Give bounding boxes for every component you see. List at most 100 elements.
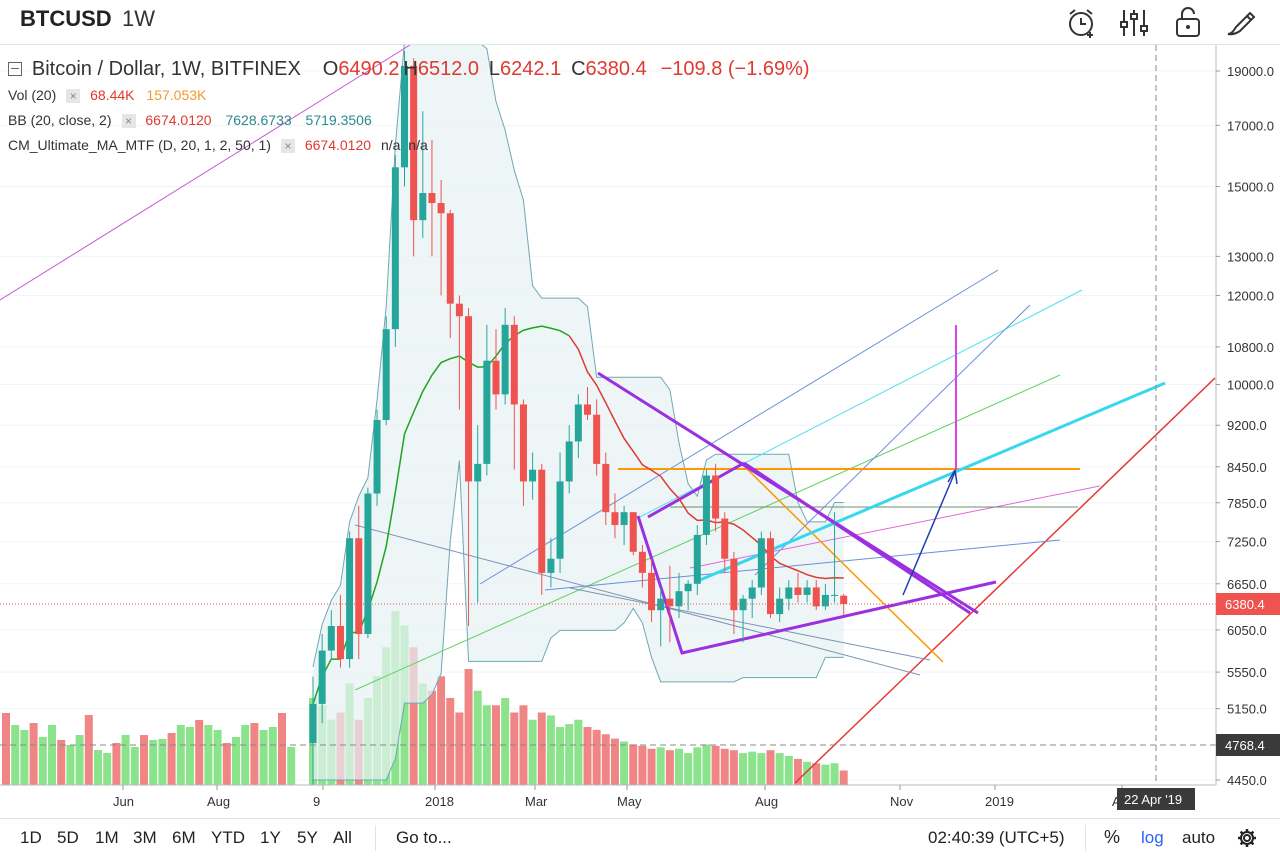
volume-bar (665, 750, 674, 785)
interval-selector[interactable]: 1W (122, 6, 155, 31)
candles (309, 50, 848, 786)
log-scale-toggle[interactable]: log (1141, 828, 1164, 847)
price-tick-label: 5150.0 (1227, 702, 1267, 717)
candle-body (767, 538, 774, 615)
ohlc-open: 6490.2 (338, 58, 400, 80)
volume-bar-pre (11, 725, 20, 785)
time-tick-label: Aug (207, 794, 230, 809)
clock[interactable]: 02:40:39 (UTC+5) (928, 828, 1065, 847)
time-tick-label: Jun (113, 794, 134, 809)
time-axis[interactable] (0, 785, 1280, 818)
candle-body (529, 469, 537, 482)
symbol-name[interactable]: BTCUSD (20, 6, 112, 31)
lock-icon[interactable] (1170, 4, 1206, 40)
volume-bar-pre (278, 713, 286, 785)
volume-bar-pre (158, 739, 167, 785)
volume-bar-pre (38, 737, 47, 785)
percent-scale-toggle[interactable]: % (1104, 827, 1121, 847)
volume-bar-pre (222, 743, 231, 785)
volume-bar (446, 698, 455, 785)
range-5y[interactable]: 5Y (297, 828, 318, 847)
range-5d[interactable]: 5D (57, 828, 79, 847)
bb-close-icon[interactable]: × (121, 114, 136, 129)
volume-bar (766, 750, 775, 785)
price-tick-label: 10800.0 (1227, 340, 1274, 355)
price-tick-label: 12000.0 (1227, 288, 1274, 303)
volume-bar (729, 750, 738, 785)
price-tick-label: 19000.0 (1227, 64, 1274, 79)
collapse-legend-icon[interactable] (8, 62, 22, 77)
candle-body (602, 463, 610, 513)
time-tick-label: May (617, 794, 642, 809)
volume-bar-pre (176, 725, 185, 785)
range-all[interactable]: All (333, 828, 352, 847)
range-1d[interactable]: 1D (20, 828, 42, 847)
time-axis-ticks: Jun Aug 9 2018 Mar May Aug Nov 2019 A (113, 785, 1123, 809)
time-tick-label: Nov (890, 794, 914, 809)
time-tick-label: 2018 (425, 794, 454, 809)
bb-lower-line (313, 460, 844, 781)
volume-bar (647, 748, 656, 785)
candle-body (483, 360, 491, 464)
volume-bar (427, 690, 436, 785)
indicators-icon[interactable] (1116, 4, 1152, 40)
ma-label: CM_Ultimate_MA_MTF (D, 20, 1, 2, 50, 1) (8, 137, 271, 153)
ma-close-icon[interactable]: × (280, 139, 295, 154)
price-axis-ticks: 19000.0 17000.0 15000.0 13000.0 12000.0 10800… (1216, 64, 1274, 788)
candle-body (538, 469, 546, 573)
candle-body (620, 512, 628, 526)
crosshair-date-label-bg (1117, 788, 1195, 810)
time-tick-label: Mar (525, 794, 548, 809)
top-toolbar: BTCUSD 1W (0, 0, 1280, 45)
volume-bar (437, 676, 446, 785)
ma-value: 6674.0120 (304, 137, 372, 153)
range-3m[interactable]: 3M (133, 828, 157, 847)
volume-bar (793, 758, 802, 785)
volume-bar (537, 712, 546, 785)
bb-label: BB (20, close, 2) (8, 112, 112, 128)
range-1m[interactable]: 1M (95, 828, 119, 847)
crosshair-price-label: 4768.4 (1225, 738, 1265, 753)
volume-bar (812, 763, 821, 785)
range-1y[interactable]: 1Y (260, 828, 281, 847)
volume-bar (775, 753, 784, 785)
fan-line-blue-1 (479, 269, 999, 585)
fan-line-steel-2 (569, 587, 931, 661)
volume-bar-pre (2, 713, 10, 785)
volume-bar (418, 683, 427, 785)
ohlc-close-label: C (571, 58, 586, 80)
volume-bar (757, 753, 766, 785)
volume-bar (656, 747, 665, 785)
volume-bar (464, 669, 473, 785)
ohlc-low-label: L (488, 58, 501, 80)
candle-body (565, 441, 573, 482)
vol-close-icon[interactable]: × (66, 89, 81, 104)
candle-body (519, 404, 527, 482)
candle-body (812, 587, 820, 607)
drawing-brush-icon[interactable] (1224, 4, 1260, 40)
candle-body (648, 572, 656, 611)
candle-body (382, 329, 390, 420)
candle-body (474, 463, 482, 482)
fan-line-blue-2 (754, 304, 1031, 576)
trendline-red-longterm (794, 377, 1216, 784)
goto-button[interactable]: Go to... (396, 828, 452, 847)
price-axis[interactable] (1216, 45, 1280, 785)
candle-body (721, 518, 729, 559)
volume-bar (510, 712, 519, 785)
volume-bar-pre (149, 740, 158, 785)
price-chart[interactable]: 19000.0 17000.0 15000.0 13000.0 12000.0 10800… (0, 45, 1280, 818)
candle-body (584, 404, 591, 415)
volume-bar-pre (29, 723, 38, 785)
drawings-layer (0, 45, 1216, 784)
volume-bar (839, 770, 848, 785)
auto-scale-toggle[interactable]: auto (1182, 828, 1216, 847)
range-ytd[interactable]: YTD (211, 828, 245, 847)
range-6m[interactable]: 6M (172, 828, 196, 847)
crosshair-price-label-bg (1216, 734, 1280, 756)
candle-body (501, 324, 509, 395)
candle-body (794, 587, 802, 595)
candle-body (391, 167, 399, 330)
settings-icon[interactable] (1237, 828, 1257, 848)
alarm-add-icon[interactable] (1064, 4, 1100, 40)
